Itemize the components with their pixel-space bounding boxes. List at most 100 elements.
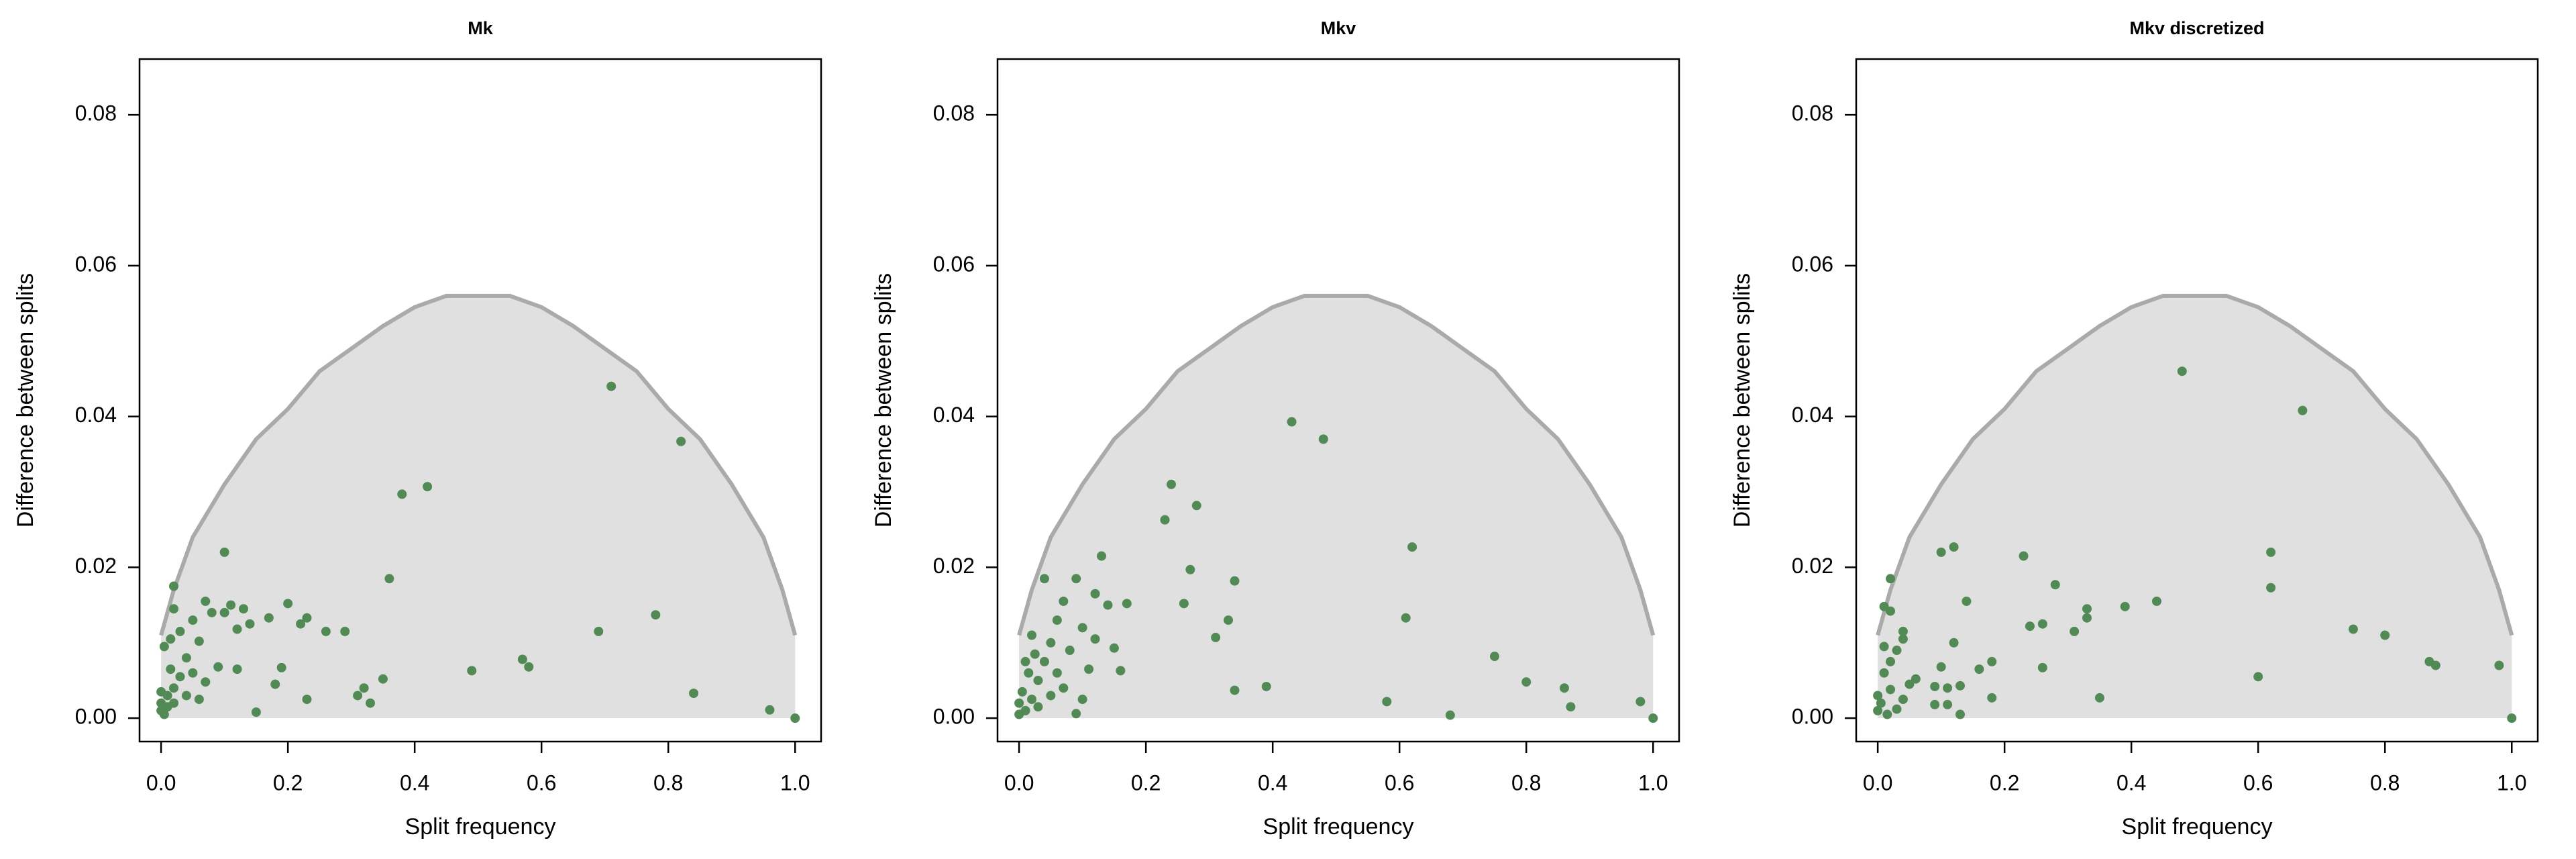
- point: [1166, 479, 1176, 489]
- point: [524, 662, 534, 672]
- point: [1046, 691, 1056, 701]
- point: [1882, 709, 1892, 719]
- point: [1407, 542, 1417, 552]
- point: [1987, 693, 1997, 703]
- y-tick-label: 0.08: [75, 101, 117, 125]
- point: [1936, 662, 1946, 672]
- point: [1039, 574, 1049, 584]
- point: [467, 666, 477, 676]
- point: [1949, 638, 1959, 648]
- x-tick-label: 0.2: [273, 770, 303, 795]
- point: [1873, 705, 1883, 715]
- y-tick-label: 0.08: [1792, 101, 1833, 125]
- point: [1014, 709, 1024, 719]
- point: [1943, 699, 1953, 709]
- point: [2019, 551, 2029, 561]
- point: [1030, 649, 1040, 659]
- point: [1027, 695, 1037, 705]
- x-tick-label: 1.0: [2497, 770, 2526, 795]
- y-tick-label: 0.06: [75, 252, 117, 276]
- point: [1382, 697, 1392, 707]
- x-tick-label: 0.6: [2243, 770, 2273, 795]
- envelope-line: [1017, 293, 1656, 636]
- y-tick-label: 0.06: [933, 252, 975, 276]
- point: [423, 482, 433, 492]
- point: [765, 705, 775, 715]
- point: [1879, 668, 1889, 678]
- point: [1191, 501, 1201, 511]
- point: [1892, 646, 1902, 656]
- x-tick-label: 0.2: [1131, 770, 1161, 795]
- y-tick-label: 0.04: [933, 403, 975, 427]
- point: [1052, 668, 1062, 678]
- point: [1017, 687, 1027, 697]
- x-axis-title: Split frequency: [1263, 814, 1414, 840]
- plot-frame: [996, 58, 1680, 743]
- point: [1879, 642, 1889, 652]
- y-tick-label: 0.06: [1792, 252, 1833, 276]
- envelope-area: [1019, 295, 1654, 719]
- point: [1955, 709, 1965, 719]
- point: [169, 604, 179, 614]
- point: [1090, 634, 1100, 644]
- point: [1911, 674, 1921, 684]
- point: [207, 607, 217, 617]
- point: [159, 642, 169, 652]
- point: [169, 581, 179, 591]
- point: [1109, 643, 1119, 653]
- point: [2037, 619, 2047, 629]
- point: [1160, 515, 1170, 525]
- x-tick-label: 0.0: [1863, 770, 1892, 795]
- y-axis-title: Difference between splits: [1729, 273, 1755, 527]
- point: [166, 634, 176, 644]
- x-tick-label: 0.8: [2370, 770, 2400, 795]
- x-tick-label: 0.0: [146, 770, 176, 795]
- point: [1084, 664, 1094, 674]
- point: [340, 626, 350, 636]
- plot-frame: [1855, 58, 2539, 743]
- point: [1445, 710, 1455, 720]
- point: [201, 596, 211, 606]
- point: [606, 381, 616, 391]
- y-tick-label: 0.04: [75, 403, 117, 427]
- point: [175, 672, 185, 682]
- point: [1224, 615, 1234, 625]
- point: [1179, 599, 1189, 609]
- point: [188, 615, 198, 625]
- point: [188, 668, 198, 678]
- x-tick-label: 0.4: [2116, 770, 2146, 795]
- point: [2266, 547, 2276, 557]
- envelope-area: [1878, 295, 2512, 719]
- point: [2025, 621, 2035, 631]
- point: [378, 674, 388, 684]
- x-tick-label: 0.8: [1511, 770, 1541, 795]
- point: [1071, 709, 1081, 719]
- point: [790, 713, 800, 723]
- x-tick-label: 0.2: [1990, 770, 2019, 795]
- point: [1039, 656, 1049, 666]
- point: [1930, 699, 1940, 709]
- point: [1014, 698, 1024, 708]
- y-tick-label: 0.08: [933, 101, 975, 125]
- point: [169, 698, 179, 708]
- point: [1892, 704, 1902, 714]
- point: [1027, 630, 1037, 640]
- point: [1936, 547, 1946, 557]
- point: [2507, 713, 2517, 723]
- point: [1886, 685, 1896, 695]
- point: [1096, 551, 1106, 561]
- point: [2177, 366, 2187, 376]
- point: [2430, 660, 2440, 670]
- point: [321, 626, 331, 636]
- point: [2037, 662, 2047, 672]
- x-tick-label: 0.8: [653, 770, 683, 795]
- point: [1886, 574, 1896, 584]
- point: [2082, 604, 2092, 614]
- point: [594, 626, 604, 636]
- point: [1955, 680, 1965, 691]
- point: [1635, 697, 1646, 707]
- point: [1886, 656, 1896, 666]
- chart-title: Mk: [468, 18, 493, 38]
- point: [1566, 702, 1576, 712]
- point: [276, 662, 286, 672]
